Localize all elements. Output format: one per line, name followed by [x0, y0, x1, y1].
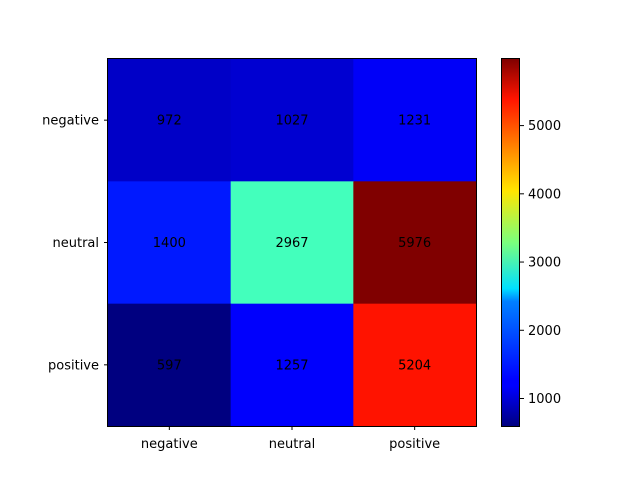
x-axis: negative neutral positive — [141, 426, 440, 452]
heatmap-cells — [108, 59, 477, 427]
heatmap-cell — [353, 181, 477, 305]
heatmap-cell — [108, 303, 232, 427]
cell-value-label: 5976 — [398, 236, 431, 251]
cell-value-label: 1231 — [398, 114, 431, 129]
colorbar-tick-label: 4000 — [528, 187, 561, 202]
y-tick-label: positive — [48, 358, 99, 373]
colorbar: 1000 2000 3000 4000 5000 — [501, 58, 561, 427]
cell-value-label: 1400 — [153, 236, 186, 251]
cell-value-label: 597 — [157, 358, 182, 373]
colorbar-tick-label: 5000 — [528, 119, 561, 134]
colorbar-tick-label: 2000 — [528, 324, 561, 339]
heatmap-cell — [108, 59, 232, 182]
heatmap-cell — [108, 181, 232, 305]
x-tick-label: negative — [141, 437, 198, 452]
colorbar-ticks: 1000 2000 3000 4000 5000 — [520, 119, 561, 407]
colorbar-tick-label: 3000 — [528, 256, 561, 271]
cell-value-label: 1257 — [275, 358, 308, 373]
heatmap-cell — [353, 303, 477, 427]
colorbar-gradient — [501, 58, 520, 427]
cell-value-label: 5204 — [398, 358, 431, 373]
y-axis: negative neutral positive — [42, 114, 108, 373]
heatmap-cell — [230, 181, 354, 305]
y-tick-label: neutral — [53, 236, 100, 251]
heatmap-cell — [230, 303, 354, 427]
x-tick-label: positive — [389, 437, 440, 452]
cell-value-labels: 972 1027 1231 1400 2967 5976 597 1257 5204 — [153, 114, 431, 374]
heatmap-cell — [353, 59, 477, 182]
colorbar-tick-label: 1000 — [528, 392, 561, 407]
x-tick-label: neutral — [269, 437, 316, 452]
y-tick-label: negative — [42, 114, 99, 129]
cell-value-label: 1027 — [275, 114, 308, 129]
cell-value-label: 2967 — [275, 236, 308, 251]
heatmap-cell — [230, 59, 354, 182]
cell-value-label: 972 — [157, 114, 182, 129]
